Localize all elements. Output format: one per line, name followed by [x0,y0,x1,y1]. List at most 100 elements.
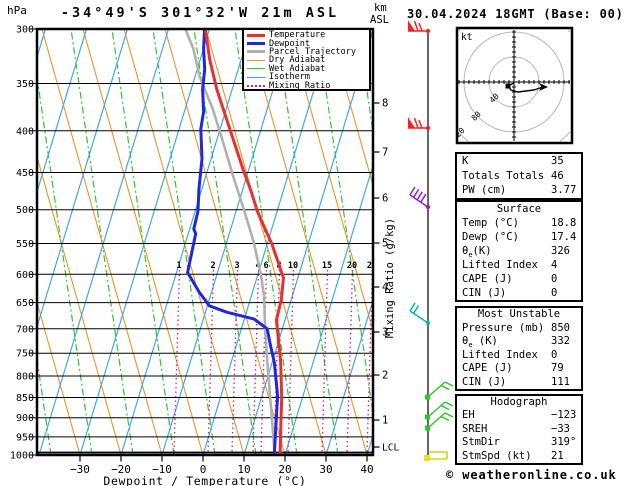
hodograph-ring-label: 120 [450,126,467,143]
station-title: -34°49'S 301°32'W 21m ASL [60,5,340,21]
pressure-tick-label: 350 [16,79,34,90]
stats-row: Lifted Index 4 [457,258,581,272]
legend-item: Temperature [247,30,369,41]
isotherm-line [284,163,373,455]
stats-row: Totals Totals 46 [457,169,581,184]
stats-row-value: 850 [551,321,570,334]
wind-barb [408,20,431,34]
mixing-ratio-value-label: 10 [288,261,298,271]
mixing-ratio-axis-label: Mixing Ratio (g/kg) [384,218,396,338]
path-shape [408,117,415,128]
stats-row: StmSpd (kt) 21 [457,450,581,463]
wet-adiabat-line [316,29,373,418]
dry-adiabat-line [575,29,629,455]
isotherm-line [243,29,373,455]
mixing-ratio-value-label: 20 [347,261,357,271]
temperature-tick-label: 40 [360,463,373,476]
legend-item-label: Temperature [269,30,326,41]
stats-box-title: Hodograph [490,396,548,408]
stats-row-label: Totals Totals [462,169,545,182]
wind-barb [425,381,454,400]
km-tick-label: 6 [382,193,388,205]
polyline-shape [429,451,448,459]
legend-item-label: Dry Adiabat [269,55,326,66]
mixing-ratio-value-label: 6 [263,261,268,271]
stats-box-hodograph: Hodograph EH −123 SREH −33 StmDir 319° StmSpd (… [455,394,583,465]
isotherm-line [325,298,373,455]
line-shape [427,381,446,398]
wet-adiabat-line [399,29,461,455]
wet-adiabat-line [275,29,339,455]
stats-row-value: 326 [551,245,570,257]
stats-row: StmDir 319° [457,436,581,449]
legend-swatch-dotted [247,84,265,87]
mixing-ratio-line [231,269,239,454]
plot-area: 1 2 3 4 6 8 10 15 20 25 [37,29,629,455]
km-tick-label: 2 [382,370,388,382]
isotherm-line [161,29,293,455]
stats-box-title: Most Unstable [477,308,561,320]
datetime-label: 30.04.2024 18GMT (Base: 00) [407,7,624,21]
altitude-unit-km-label: km [374,2,387,14]
line-shape [412,189,420,198]
stats-row-value: 35 [551,155,564,167]
wind-barb [408,117,431,131]
legend-item: Dry Adiabat [247,55,369,66]
line-shape [418,22,423,32]
stats-row: Temp (°C) 18.8 [457,216,581,230]
wind-barb [409,302,431,326]
temperature-curve [203,29,285,455]
wind-barb [425,412,454,431]
mixing-ratio-line [287,269,295,454]
isotherm-line [38,29,170,455]
stats-row-value: −123 [551,409,577,422]
isotherm-line [202,29,334,455]
pressure-tick-label: 550 [16,239,34,250]
stats-row: CIN (J) 111 [457,376,581,390]
stats-row: Lifted Index 0 [457,349,581,363]
lcl-label: LCL [382,443,399,454]
stats-row-label: θe(K) [462,245,492,260]
stats-box-indices: K 35 Totals Totals 46 PW (cm) 3.77 [455,152,583,200]
rect-shape [425,394,430,400]
line-shape [409,186,416,196]
temperature-tick-label: −10 [152,463,172,476]
wet-adiabat-line [234,29,298,455]
stats-row-label: CIN (J) [462,287,507,299]
isotherm-line [37,29,129,329]
legend-item: Dewpoint [247,39,369,49]
stats-row-label: EH [462,409,475,422]
stats-row-value: 0 [551,287,558,299]
temperature-tick-label: 0 [200,463,207,476]
stats-row-label: Pressure (mb) [462,321,545,334]
isotherm-line [37,29,88,194]
stats-row-label: K [462,155,469,167]
stats-box-surface: Surface Temp (°C) 18.8 Dewp (°C) 17.4 θe(K) 32… [455,200,583,302]
km-tick-label: 1 [382,415,388,427]
stats-row-value: 4 [551,259,558,271]
line-shape [427,412,446,429]
line-shape [444,401,454,407]
stats-row-label: CAPE (J) [462,362,513,374]
pressure-unit-label: hPa [7,4,27,17]
mixing-ratio-value-label: 15 [322,261,332,271]
temperature-tick-label: −20 [111,463,131,476]
pressure-tick-label: 700 [16,324,34,335]
stats-row-value: 79 [551,362,564,374]
legend-item: Mixing Ratio [247,80,369,91]
rect-shape [425,425,430,431]
legend-box: Temperature Dewpoint Parcel Trajectory Dry … [242,28,371,91]
line-shape [440,415,450,422]
stats-row-label: Lifted Index [462,259,538,271]
wind-barb [424,451,448,461]
legend-swatch-thin [247,76,265,78]
stats-row-value: 319° [551,436,577,449]
wind-barb [409,186,431,210]
stats-row: θe (K) 332 [457,335,581,349]
legend-item-label: Mixing Ratio [269,80,331,91]
wet-adiabat-line [604,29,629,455]
pressure-tick-label: 500 [16,205,34,216]
wet-adiabat-line [70,29,134,455]
dewpoint-curve [186,29,280,455]
